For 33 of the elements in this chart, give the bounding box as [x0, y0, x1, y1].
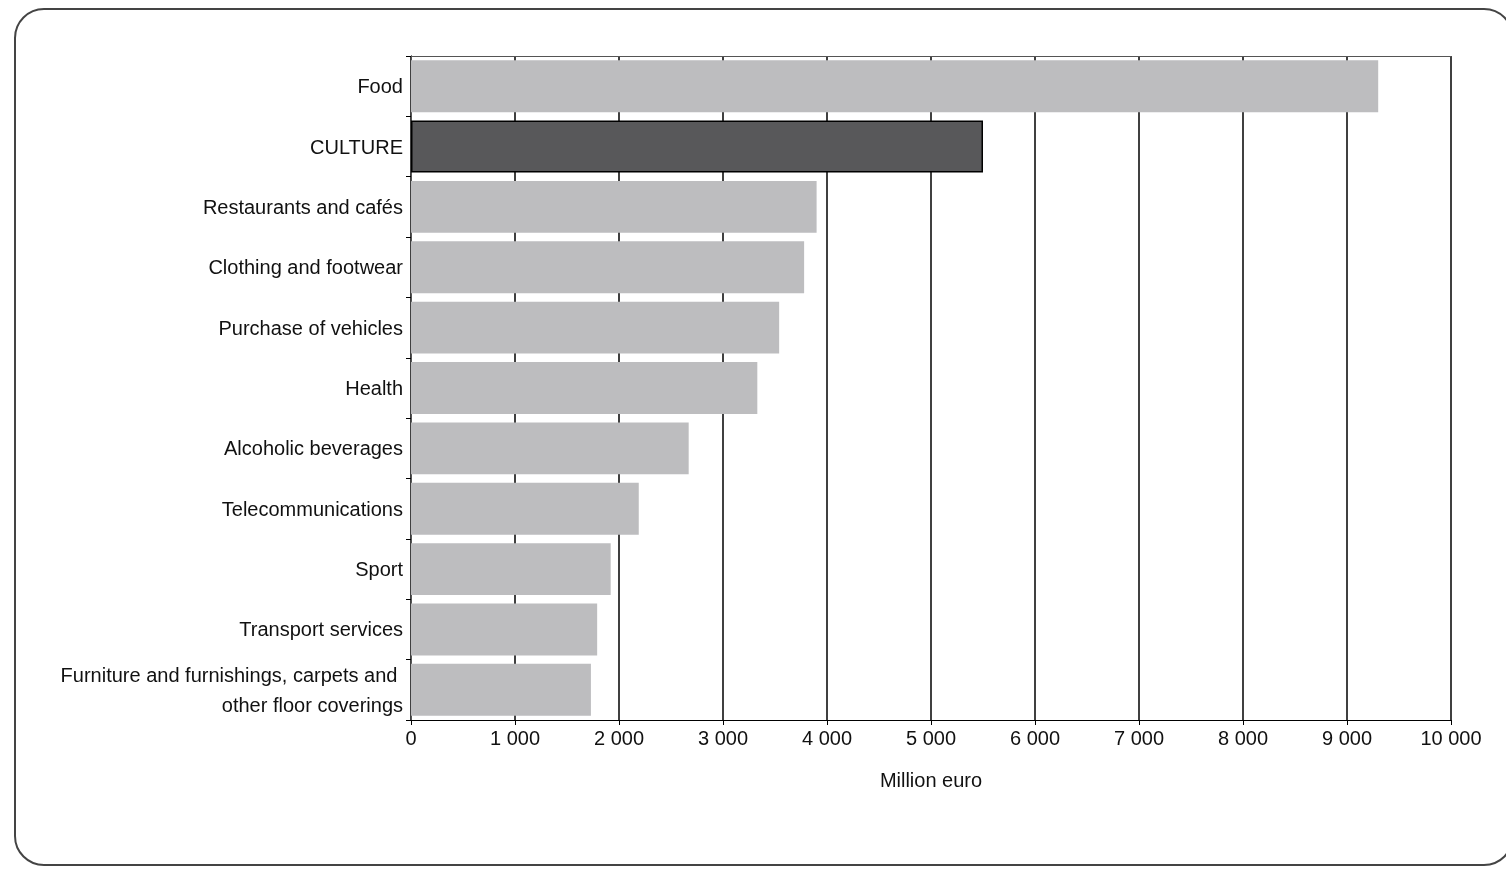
x-tick-label: 10 000: [1420, 727, 1482, 749]
x-tick-label: 8 000: [1217, 727, 1269, 749]
x-tick-label: 0: [405, 727, 417, 749]
y-tick-label: Restaurants and cafés: [202, 195, 403, 218]
bar: [411, 180, 817, 233]
x-tick-label: 2 000: [593, 727, 645, 749]
x-tick-label: 7 000: [1113, 727, 1165, 749]
y-tick-label: Health: [345, 377, 403, 399]
y-tick-label: Alcoholic beverages: [224, 437, 403, 460]
y-tick-label: CULTURE: [310, 135, 403, 158]
bar: [411, 422, 689, 475]
bar: [411, 362, 758, 414]
x-tick-label: 9 000: [1321, 727, 1373, 749]
y-tick-label: Clothing and footwear: [208, 256, 404, 279]
bar: [411, 663, 591, 716]
y-tick-label: Furniture and furnishings, carpets and other floor coverings: [60, 663, 403, 716]
x-axis-title: Million euro: [879, 769, 983, 791]
x-tick-label: 5 000: [905, 727, 957, 749]
bar: [411, 60, 1379, 113]
y-tick-label: Telecommunications: [221, 497, 403, 520]
x-tick-label: 6 000: [1009, 727, 1061, 749]
x-tick-label: 4 000: [801, 727, 853, 749]
bar: [411, 543, 611, 596]
y-tick-label: Transport services: [239, 618, 403, 641]
bar: [411, 482, 639, 535]
y-tick-label: Sport: [355, 558, 404, 581]
y-tick-label: Purchase of vehicles: [218, 316, 403, 339]
x-tick-label: 1 000: [489, 727, 541, 749]
bar: [411, 603, 598, 656]
bar: [411, 241, 805, 294]
x-tick-label: 3 000: [697, 727, 749, 749]
bar: [411, 301, 780, 354]
y-tick-label: Food: [357, 75, 403, 98]
